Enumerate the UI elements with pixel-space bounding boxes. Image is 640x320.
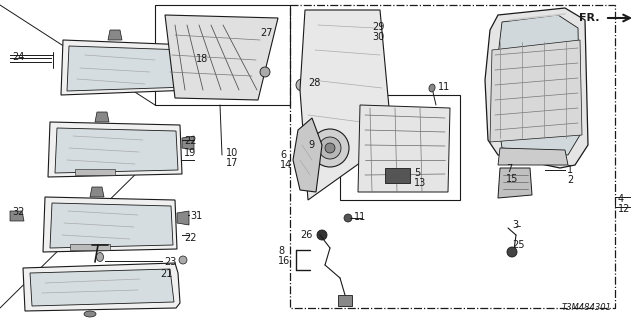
Polygon shape bbox=[55, 128, 178, 173]
Text: T3M484301: T3M484301 bbox=[562, 303, 612, 312]
Polygon shape bbox=[67, 46, 188, 91]
Polygon shape bbox=[494, 15, 580, 155]
Text: 24: 24 bbox=[12, 52, 24, 62]
Text: 23: 23 bbox=[164, 257, 177, 267]
Text: 22: 22 bbox=[184, 136, 196, 146]
Polygon shape bbox=[75, 169, 115, 175]
Text: 11: 11 bbox=[438, 82, 451, 92]
Ellipse shape bbox=[344, 214, 352, 222]
Polygon shape bbox=[498, 148, 568, 165]
Ellipse shape bbox=[317, 230, 327, 240]
Text: 7: 7 bbox=[506, 164, 512, 174]
Text: 14: 14 bbox=[280, 160, 292, 170]
Text: 5: 5 bbox=[414, 168, 420, 178]
Polygon shape bbox=[182, 136, 194, 150]
Ellipse shape bbox=[311, 129, 349, 167]
Text: 21: 21 bbox=[160, 269, 172, 279]
Ellipse shape bbox=[319, 137, 341, 159]
Text: 10: 10 bbox=[226, 148, 238, 158]
Text: 9: 9 bbox=[308, 140, 314, 150]
Polygon shape bbox=[48, 122, 182, 177]
Bar bbox=[290, 5, 615, 308]
Polygon shape bbox=[485, 8, 588, 168]
Ellipse shape bbox=[260, 67, 270, 77]
Polygon shape bbox=[358, 105, 450, 192]
Polygon shape bbox=[498, 168, 532, 198]
Bar bbox=[340, 95, 460, 200]
Polygon shape bbox=[70, 244, 110, 250]
Text: FR.: FR. bbox=[579, 13, 600, 23]
Polygon shape bbox=[61, 40, 192, 95]
Polygon shape bbox=[50, 203, 173, 248]
Polygon shape bbox=[30, 269, 174, 306]
Text: 2: 2 bbox=[567, 175, 573, 185]
Text: 16: 16 bbox=[278, 256, 291, 266]
Polygon shape bbox=[385, 168, 410, 183]
Polygon shape bbox=[300, 10, 392, 200]
Bar bbox=[155, 5, 290, 105]
Text: 31: 31 bbox=[190, 211, 202, 221]
Polygon shape bbox=[10, 211, 24, 221]
Ellipse shape bbox=[179, 256, 187, 264]
Text: 25: 25 bbox=[512, 240, 525, 250]
Polygon shape bbox=[177, 211, 189, 225]
Text: 30: 30 bbox=[372, 32, 384, 42]
Text: 3: 3 bbox=[512, 220, 518, 230]
Text: 4: 4 bbox=[618, 194, 624, 204]
Text: 15: 15 bbox=[506, 174, 518, 184]
Polygon shape bbox=[338, 295, 352, 306]
Text: 6: 6 bbox=[280, 150, 286, 160]
Polygon shape bbox=[192, 48, 204, 68]
Polygon shape bbox=[165, 15, 278, 100]
Text: 28: 28 bbox=[308, 78, 321, 88]
Text: 19: 19 bbox=[184, 148, 196, 158]
Polygon shape bbox=[108, 30, 122, 40]
Polygon shape bbox=[23, 263, 180, 311]
Text: 8: 8 bbox=[278, 246, 284, 256]
Text: 27: 27 bbox=[260, 28, 273, 38]
Ellipse shape bbox=[296, 79, 308, 91]
Polygon shape bbox=[293, 118, 322, 192]
Text: 12: 12 bbox=[618, 204, 630, 214]
Polygon shape bbox=[43, 197, 177, 252]
Ellipse shape bbox=[507, 247, 517, 257]
Text: 1: 1 bbox=[567, 165, 573, 175]
Ellipse shape bbox=[97, 252, 104, 261]
Ellipse shape bbox=[429, 84, 435, 92]
Text: 22: 22 bbox=[184, 233, 196, 243]
Polygon shape bbox=[490, 40, 582, 142]
Text: 32: 32 bbox=[12, 207, 24, 217]
Ellipse shape bbox=[84, 311, 96, 317]
Text: 13: 13 bbox=[414, 178, 426, 188]
Text: 29: 29 bbox=[372, 22, 385, 32]
Polygon shape bbox=[95, 112, 109, 122]
Text: 18: 18 bbox=[196, 54, 208, 64]
Text: 11: 11 bbox=[354, 212, 366, 222]
Polygon shape bbox=[90, 187, 104, 197]
Text: 17: 17 bbox=[226, 158, 238, 168]
Text: 26: 26 bbox=[300, 230, 312, 240]
Ellipse shape bbox=[325, 143, 335, 153]
